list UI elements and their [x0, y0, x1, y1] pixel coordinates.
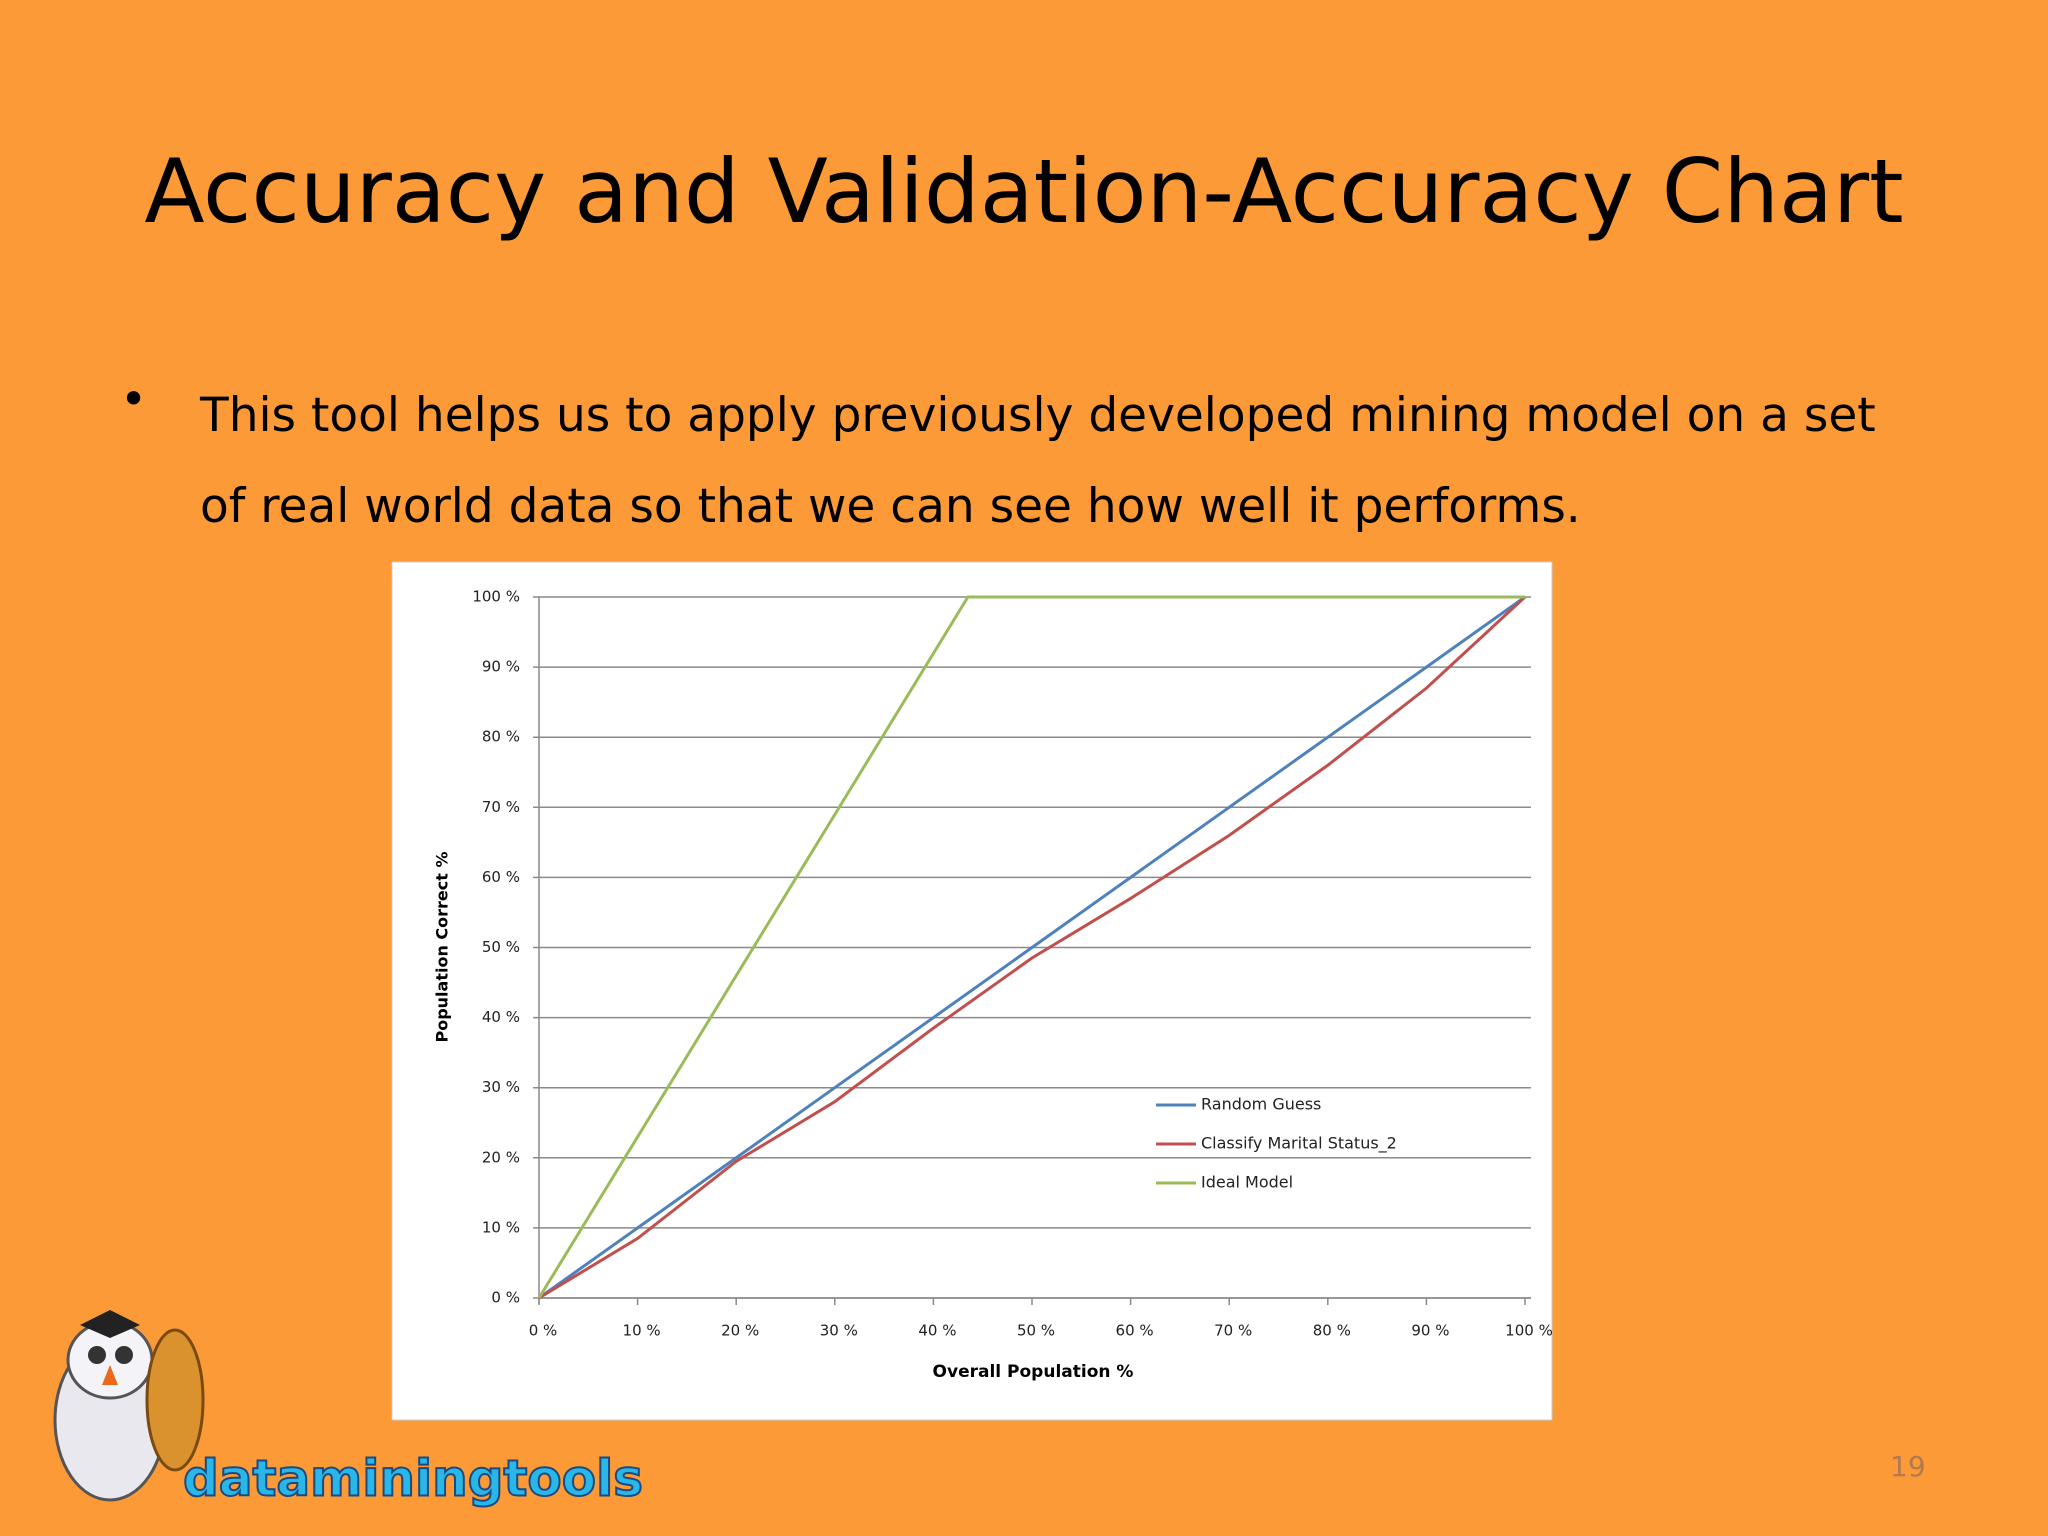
bullet-dot: •	[120, 372, 148, 426]
y-axis-label: Population Correct %	[433, 851, 452, 1042]
page-number: 19	[1890, 1450, 1926, 1483]
y-tick-label: 60 %	[482, 868, 520, 886]
legend-label: Classify Marital Status_2	[1201, 1134, 1397, 1154]
logo-text: dataminingtools	[183, 1450, 643, 1508]
x-tick-label: 80 %	[1313, 1322, 1351, 1340]
x-tick-label: 0 %	[529, 1322, 558, 1340]
logo-owl	[53, 1310, 205, 1502]
y-tick-label: 80 %	[482, 728, 520, 746]
legend-label: Ideal Model	[1201, 1173, 1293, 1192]
y-tick-label: 70 %	[482, 798, 520, 816]
legend-label: Random Guess	[1201, 1095, 1321, 1114]
slide-title: Accuracy and Validation-Accuracy Chart	[144, 140, 1904, 243]
x-tick-label: 20 %	[721, 1322, 759, 1340]
x-axis-label: Overall Population %	[933, 1362, 1134, 1382]
x-tick-label: 100 %	[1505, 1322, 1553, 1340]
x-tick-label: 30 %	[820, 1322, 858, 1340]
series-line	[538, 595, 1526, 1300]
x-tick-label: 10 %	[623, 1322, 661, 1340]
y-tick-label: 100 %	[472, 588, 520, 606]
y-tick-label: 10 %	[482, 1218, 520, 1236]
x-tick-label: 50 %	[1017, 1322, 1055, 1340]
y-tick-label: 0 %	[491, 1289, 520, 1307]
series-line	[537, 595, 1525, 1299]
y-tick-label: 30 %	[482, 1078, 520, 1096]
y-tick-label: 50 %	[482, 938, 520, 956]
y-tick-label: 90 %	[482, 658, 520, 676]
series-line	[538, 595, 1527, 1300]
x-tick-label: 90 %	[1411, 1322, 1449, 1340]
y-tick-label: 20 %	[482, 1148, 520, 1166]
x-tick-label: 60 %	[1116, 1322, 1154, 1340]
y-tick-label: 40 %	[482, 1008, 520, 1026]
bullet-text: This tool helps us to apply previously d…	[200, 388, 1876, 534]
x-tick-label: 70 %	[1214, 1322, 1252, 1340]
x-tick-label: 40 %	[918, 1322, 956, 1340]
